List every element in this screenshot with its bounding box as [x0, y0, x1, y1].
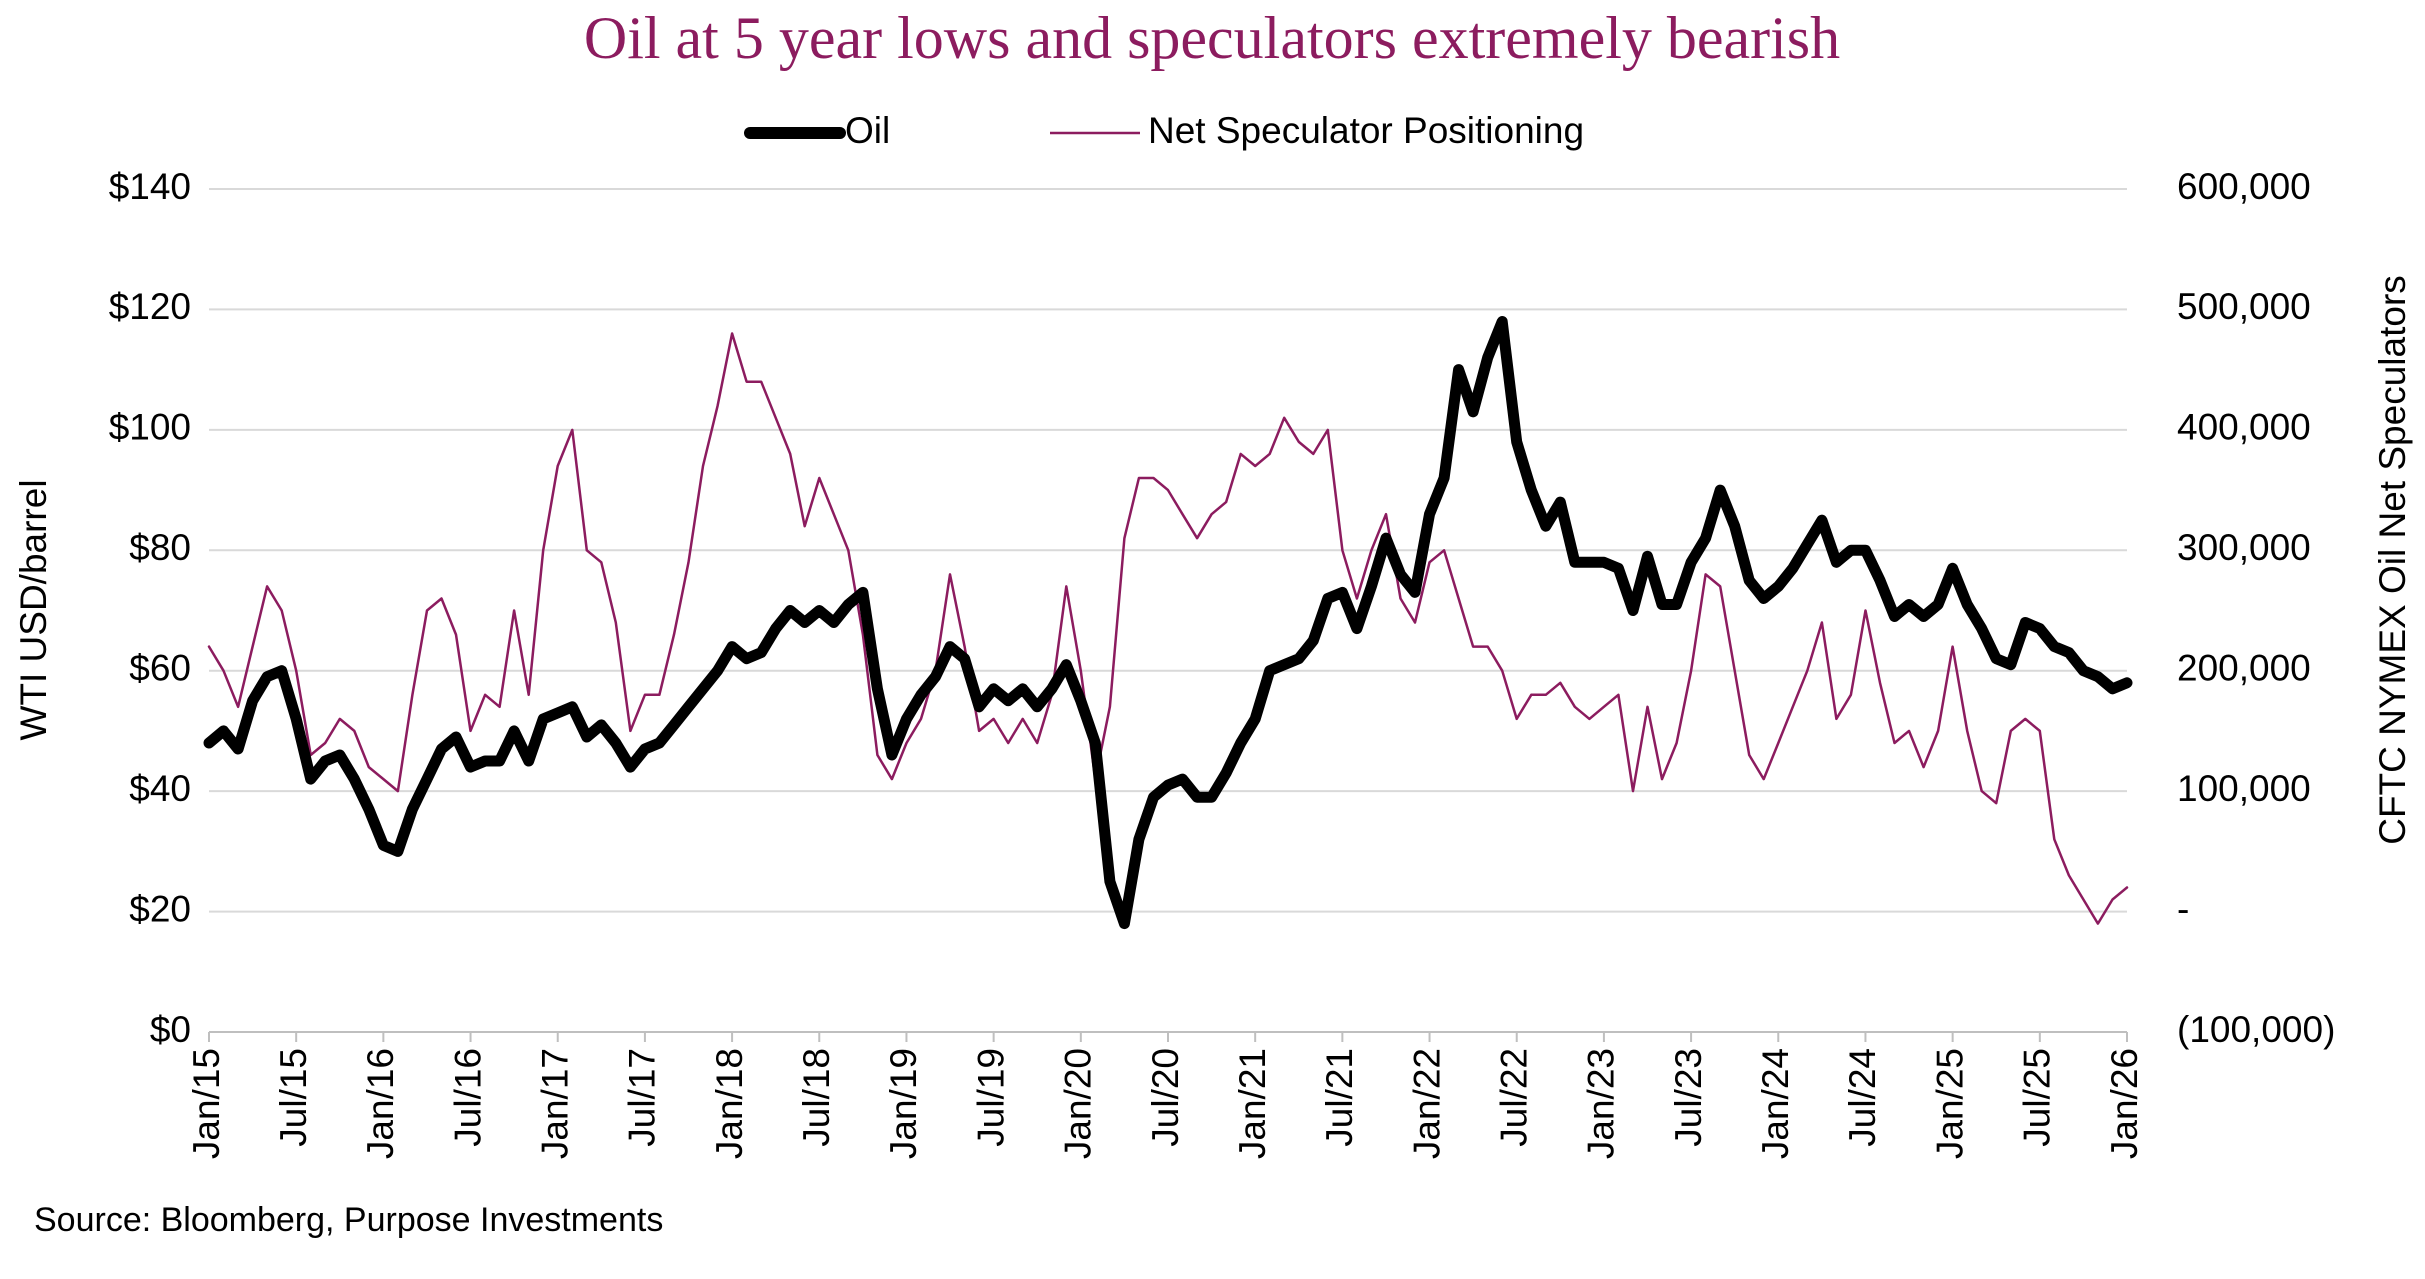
chart-title: Oil at 5 year lows and speculators extre…: [584, 5, 1840, 71]
y-tick-label: $140: [109, 166, 191, 207]
y2-tick-label: 600,000: [2177, 166, 2311, 207]
y2-tick-label: 400,000: [2177, 407, 2311, 448]
y-tick-label: $80: [129, 527, 191, 568]
x-tick-label: Jan/17: [535, 1048, 576, 1159]
x-tick-label: Jan/25: [1929, 1048, 1970, 1159]
x-tick-label: Jul/22: [1494, 1048, 1535, 1147]
y2-tick-label: -: [2177, 888, 2189, 929]
y2-tick-label: 200,000: [2177, 647, 2311, 688]
x-tick-label: Jul/25: [2017, 1048, 2058, 1147]
x-tick-label: Jan/15: [186, 1048, 227, 1159]
x-tick-label: Jul/17: [622, 1048, 663, 1147]
x-tick-label: Jul/18: [796, 1048, 837, 1147]
y2-tick-label: 300,000: [2177, 527, 2311, 568]
x-tick-label: Jul/16: [447, 1048, 488, 1147]
x-tick-label: Jan/19: [883, 1048, 924, 1159]
y2-axis-title: CFTC NYMEX Oil Net Speculators: [2372, 275, 2413, 845]
y2-tick-label: (100,000): [2177, 1009, 2335, 1050]
legend: Oil Net Speculator Positioning: [744, 110, 1584, 151]
x-tick-label: Jan/22: [1406, 1048, 1447, 1159]
x-tick-label: Jul/15: [273, 1048, 314, 1147]
y-axis-title: WTI USD/barrel: [13, 479, 54, 740]
speculator-line: [207, 332, 2129, 925]
y2-tick-label: 500,000: [2177, 286, 2311, 327]
x-tick-label: Jul/23: [1668, 1048, 1709, 1147]
y-tick-label: $120: [109, 286, 191, 327]
x-tick-label: Jul/20: [1145, 1048, 1186, 1147]
legend-label: Net Speculator Positioning: [1148, 110, 1584, 151]
y2-tick-label: 100,000: [2177, 768, 2311, 809]
legend-label: Oil: [845, 110, 890, 151]
x-tick-label: Jul/21: [1319, 1048, 1360, 1147]
x-tick-label: Jul/19: [970, 1048, 1011, 1147]
y-tick-label: $40: [129, 768, 191, 809]
x-tick-label: Jan/18: [709, 1048, 750, 1159]
y-tick-label: $0: [150, 1009, 191, 1050]
x-tick-label: Jan/20: [1058, 1048, 1099, 1159]
x-tick-label: Jan/24: [1755, 1048, 1796, 1159]
x-tick-label: Jan/26: [2104, 1048, 2145, 1159]
oil-line: [203, 316, 2133, 930]
y-tick-label: $100: [109, 407, 191, 448]
x-tick-label: Jul/24: [1842, 1048, 1883, 1147]
x-tick-label: Jan/16: [360, 1048, 401, 1159]
x-tick-label: Jan/21: [1232, 1048, 1273, 1159]
y-tick-label: $20: [129, 888, 191, 929]
y-tick-label: $60: [129, 647, 191, 688]
source-note: Source: Bloomberg, Purpose Investments: [34, 1201, 663, 1239]
x-tick-label: Jan/23: [1581, 1048, 1622, 1159]
